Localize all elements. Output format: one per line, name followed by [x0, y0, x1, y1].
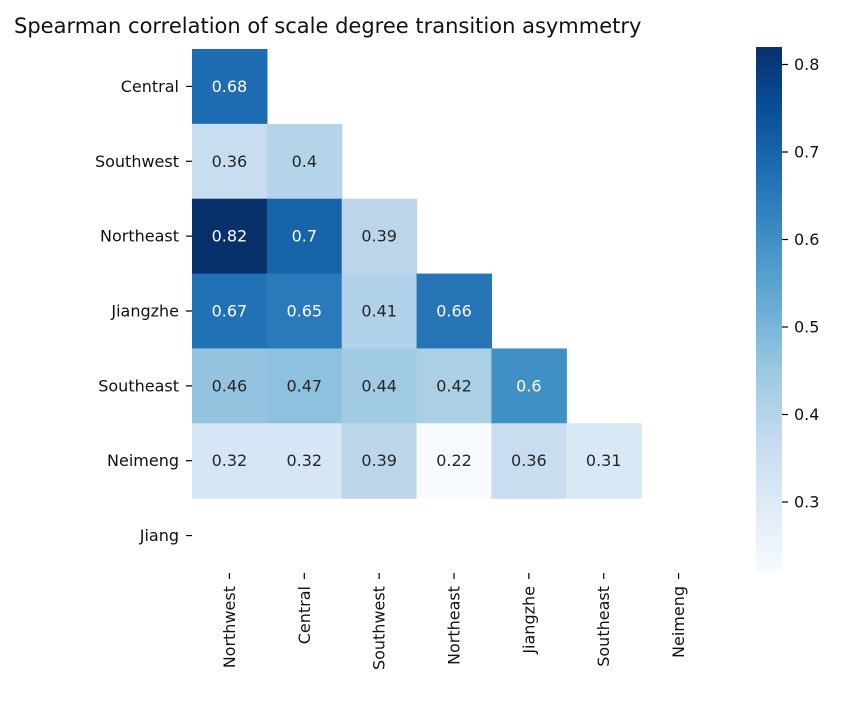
heatmap-cell-neimeng-southwest [341, 423, 418, 499]
heatmap-cell-central-northwest [192, 49, 268, 125]
heatmap-cell-southwest-central [266, 123, 343, 200]
heatmap-cell-jiangzhe-southwest [341, 273, 418, 350]
cell-value-label: 0.44 [361, 376, 397, 395]
heatmap-cell-southeast-jiangzhe [491, 348, 567, 424]
cell-value-label: 0.68 [212, 77, 248, 96]
y-tick-label-northeast: Northeast [100, 227, 179, 246]
heatmap-cell-southeast-northwest [192, 348, 268, 424]
y-tick-label-jiangzhe: Jiangzhe [110, 302, 179, 321]
heatmap-cell-southeast-central [266, 348, 343, 424]
heatmap-cell-southwest-northwest [192, 123, 268, 200]
cell-value-label: 0.36 [511, 451, 547, 470]
heatmap-cell-neimeng-northeast [416, 423, 493, 499]
x-tick-label-northeast: Northeast [445, 586, 464, 665]
x-axis: Northwest Central Southwest Northeast Jiangz… [220, 573, 688, 670]
x-tick-label-northwest: Northwest [220, 586, 239, 668]
cell-value-label: 0.4 [292, 152, 317, 171]
cell-value-label: 0.66 [436, 302, 472, 321]
heatmap-cell-northeast-central [266, 198, 343, 275]
heatmap-cell-neimeng-jiangzhe [491, 423, 567, 499]
cell-value-label: 0.31 [586, 451, 622, 470]
heatmap-cell-jiangzhe-central [266, 273, 343, 350]
cell-value-label: 0.41 [361, 302, 397, 321]
y-tick-label-southwest: Southwest [95, 152, 179, 171]
heatmap-cell-neimeng-northwest [192, 423, 268, 499]
heatmap-cell-southeast-northeast [416, 348, 493, 424]
heatmap-cells [192, 49, 642, 499]
cell-value-label: 0.46 [212, 376, 248, 395]
y-tick-label-neimeng: Neimeng [107, 451, 179, 470]
colorbar-tick-label: 0.6 [794, 230, 819, 249]
cell-value-label: 0.6 [516, 376, 541, 395]
x-tick-label-jiangzhe: Jiangzhe [519, 586, 538, 655]
heatmap-cell-neimeng-southeast [566, 423, 642, 499]
cell-value-label: 0.39 [361, 227, 397, 246]
colorbar-tick-label: 0.4 [794, 405, 819, 424]
cell-value-label: 0.67 [212, 302, 248, 321]
heatmap-cell-southeast-southwest [341, 348, 418, 424]
heatmap-cell-jiangzhe-northwest [192, 273, 268, 350]
colorbar-tick-label: 0.7 [794, 143, 819, 162]
y-tick-label-jiang: Jiang [139, 526, 179, 545]
cell-value-label: 0.82 [212, 227, 248, 246]
y-tick-label-southeast: Southeast [98, 376, 179, 395]
cell-value-label: 0.32 [286, 451, 322, 470]
cell-value-label: 0.32 [212, 451, 248, 470]
cell-value-label: 0.39 [361, 451, 397, 470]
x-tick-label-southwest: Southwest [370, 586, 389, 670]
cell-value-label: 0.36 [212, 152, 248, 171]
x-tick-label-southeast: Southeast [594, 586, 613, 667]
colorbar-tick-label: 0.5 [794, 318, 819, 337]
cell-value-label: 0.47 [286, 376, 322, 395]
colorbar: 0.3 0.4 0.5 0.6 0.7 0.8 [756, 47, 819, 572]
colorbar-gradient-bar [756, 47, 782, 572]
cell-value-label: 0.65 [286, 302, 322, 321]
cell-value-label: 0.22 [436, 451, 472, 470]
cell-value-label: 0.7 [292, 227, 317, 246]
chart-title: Spearman correlation of scale degree tra… [14, 14, 641, 38]
heatmap-cell-labels: 0.68 0.36 0.4 0.82 0.7 0.39 0.67 0.65 0.41 0.66 0.… [212, 77, 622, 470]
colorbar-tick-label: 0.3 [794, 493, 819, 512]
x-tick-label-neimeng: Neimeng [669, 586, 688, 658]
cell-value-label: 0.42 [436, 376, 472, 395]
colorbar-tick-label: 0.8 [794, 55, 819, 74]
heatmap-cell-jiangzhe-northeast [416, 273, 493, 350]
y-tick-label-central: Central [121, 77, 179, 96]
y-axis: Central Southwest Northeast Jiangzhe Southea… [95, 77, 192, 545]
heatmap-cell-neimeng-central [266, 423, 343, 499]
heatmap-cell-northeast-northwest [192, 198, 268, 275]
heatmap-cell-northeast-southwest [341, 198, 418, 275]
x-tick-label-central: Central [295, 586, 314, 644]
